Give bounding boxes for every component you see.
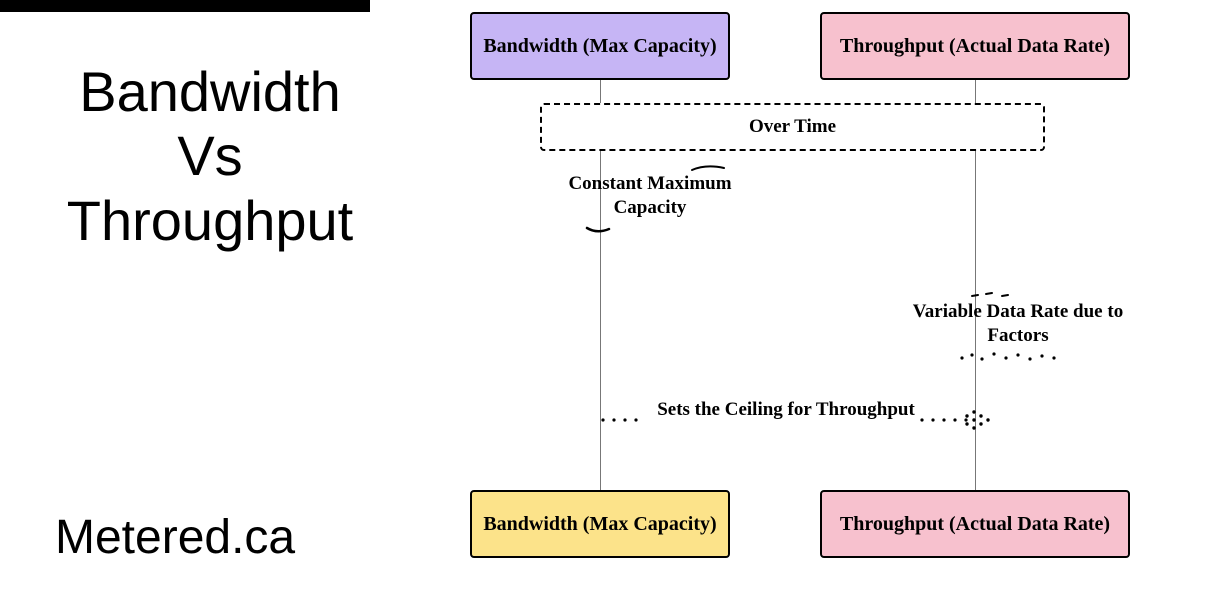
brand-label: Metered.ca bbox=[55, 510, 295, 565]
node-bandwidth-bottom: Bandwidth (Max Capacity) bbox=[470, 490, 730, 558]
annotation-constant-max: Constant Maximum Capacity bbox=[530, 172, 770, 220]
dotted-arrow bbox=[595, 405, 1000, 435]
scribble-dots-icon bbox=[958, 350, 1068, 366]
brand-text: Metered.ca bbox=[55, 511, 295, 564]
annotation-text: Variable Data Rate due to Factors bbox=[913, 301, 1123, 346]
sequence-diagram: Over Time Bandwidth (Max Capacity) Throu… bbox=[450, 0, 1210, 607]
node-label: Bandwidth (Max Capacity) bbox=[483, 34, 716, 59]
lifeline-throughput-top bbox=[975, 80, 976, 103]
node-throughput-top: Throughput (Actual Data Rate) bbox=[820, 12, 1130, 80]
node-label: Bandwidth (Max Capacity) bbox=[483, 512, 716, 537]
node-bandwidth-top: Bandwidth (Max Capacity) bbox=[470, 12, 730, 80]
scribble-icon bbox=[585, 224, 625, 238]
tick-icon bbox=[690, 162, 730, 174]
over-time-label: Over Time bbox=[749, 116, 836, 138]
title-text: BandwidthVsThroughput bbox=[67, 60, 353, 252]
node-label: Throughput (Actual Data Rate) bbox=[840, 512, 1110, 537]
tick-icon bbox=[968, 290, 1018, 302]
top-black-bar bbox=[0, 0, 370, 12]
node-label: Throughput (Actual Data Rate) bbox=[840, 34, 1110, 59]
annotation-text: Constant Maximum Capacity bbox=[568, 173, 731, 218]
lifeline-bandwidth-top bbox=[600, 80, 601, 103]
annotation-variable-rate: Variable Data Rate due to Factors bbox=[898, 300, 1138, 348]
over-time-box: Over Time bbox=[540, 103, 1045, 151]
node-throughput-bottom: Throughput (Actual Data Rate) bbox=[820, 490, 1130, 558]
page-title: BandwidthVsThroughput bbox=[20, 60, 400, 253]
